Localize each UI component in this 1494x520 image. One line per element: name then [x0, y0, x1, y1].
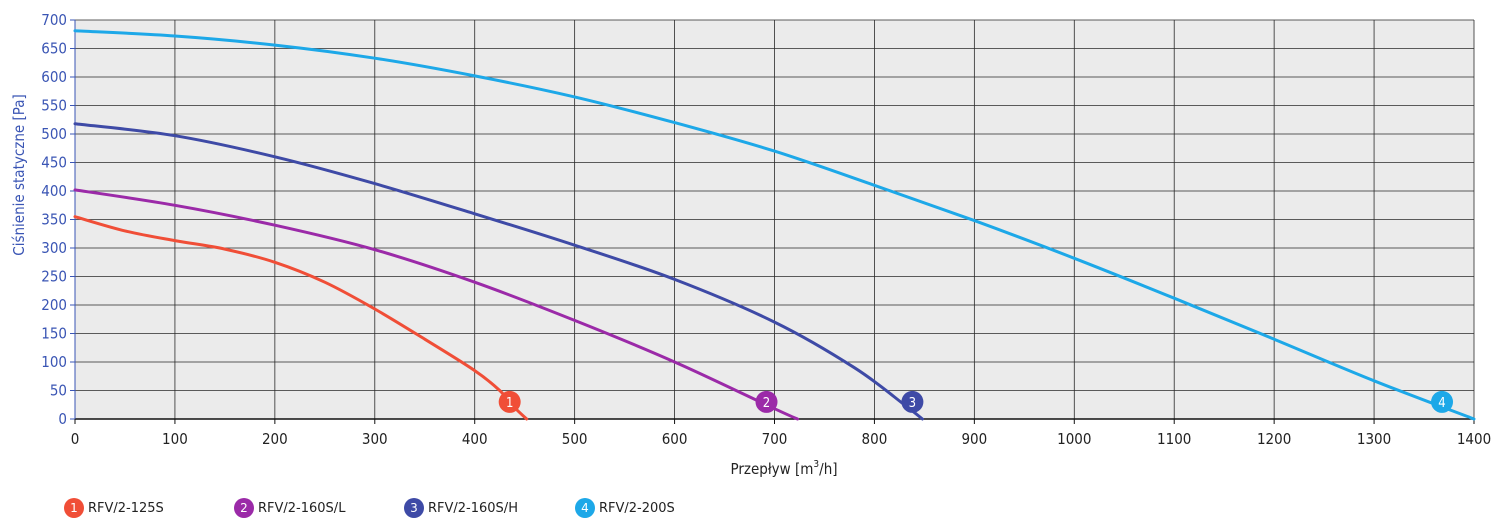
legend-label: RFV/2-125S: [88, 500, 164, 516]
legend-item-1: 1 RFV/2-125S: [64, 498, 164, 518]
legend-badge: 1: [64, 498, 84, 518]
x-tick-label: 200: [262, 430, 288, 448]
y-tick-label: 50: [50, 382, 67, 400]
x-tick-label: 300: [362, 430, 388, 448]
series-marker-2: 2: [755, 390, 778, 413]
x-tick-label: 100: [162, 430, 188, 448]
legend-item-3: 3 RFV/2-160S/H: [404, 498, 518, 518]
legend-badge: 4: [575, 498, 595, 518]
x-tick-label: 0: [71, 430, 80, 448]
x-tick-label: 500: [562, 430, 588, 448]
y-tick-label: 300: [41, 239, 67, 257]
marker-circle: [901, 390, 924, 413]
y-tick-label: 100: [41, 353, 67, 371]
legend-item-2: 2 RFV/2-160S/L: [234, 498, 345, 518]
legend-badge: 2: [234, 498, 254, 518]
marker-circle: [1431, 390, 1454, 413]
x-tick-label: 800: [862, 430, 888, 448]
series-curve-3: [73, 122, 924, 421]
y-tick-label: 650: [41, 40, 67, 58]
series-marker-1: 1: [498, 390, 521, 413]
x-tick-label: 700: [762, 430, 788, 448]
series-marker-4: 4: [1431, 390, 1454, 413]
y-tick-label: 350: [41, 211, 67, 229]
y-tick-label: 0: [58, 410, 67, 428]
marker-number: 3: [909, 396, 916, 411]
series-curve-2: [73, 188, 799, 421]
y-tick-label: 250: [41, 268, 67, 286]
x-tick-label: 1000: [1057, 430, 1091, 448]
legend-label: RFV/2-160S/L: [258, 500, 346, 516]
x-tick-label: 1300: [1357, 430, 1391, 448]
series-marker-3: 3: [901, 390, 924, 413]
y-tick-label: 600: [41, 68, 67, 86]
marker-number: 2: [763, 396, 770, 411]
x-tick-label: 400: [462, 430, 488, 448]
legend-badge: 3: [404, 498, 424, 518]
y-axis-title: Ciśnienie statyczne [Pa]: [10, 94, 28, 255]
x-axis-ticks: 0 100 200 300 400 500 600 700 800 900 1000 1100 1200…: [71, 419, 1491, 448]
y-tick-label: 550: [41, 97, 67, 115]
legend-label: RFV/2-160S/H: [428, 500, 518, 516]
x-tick-label: 1400: [1457, 430, 1491, 448]
series-curve-4: [73, 29, 1476, 421]
series-curve-1: [73, 215, 529, 421]
y-tick-label: 150: [41, 325, 67, 343]
marker-circle: [498, 390, 521, 413]
legend-item-4: 4 RFV/2-200S: [575, 498, 675, 518]
series-markers: 1 2 3 4: [498, 390, 1454, 413]
y-tick-label: 400: [41, 182, 67, 200]
y-axis-ticks: 0 50 100 150 200 250 300 350 400 450 500 550 600 650 7…: [41, 11, 76, 428]
marker-number: 4: [1438, 396, 1445, 411]
x-axis-title: Przepływ [m3/h]: [730, 459, 837, 478]
x-tick-label: 1200: [1257, 430, 1291, 448]
y-tick-label: 500: [41, 125, 67, 143]
marker-number: 1: [506, 396, 513, 411]
series-curves: [73, 29, 1476, 421]
legend-label: RFV/2-200S: [599, 500, 675, 516]
x-tick-label: 1100: [1157, 430, 1191, 448]
y-tick-label: 200: [41, 296, 67, 314]
x-tick-label: 900: [961, 430, 987, 448]
marker-circle: [755, 390, 778, 413]
x-tick-label: 600: [662, 430, 688, 448]
y-tick-label: 450: [41, 154, 67, 172]
y-tick-label: 700: [41, 11, 67, 29]
